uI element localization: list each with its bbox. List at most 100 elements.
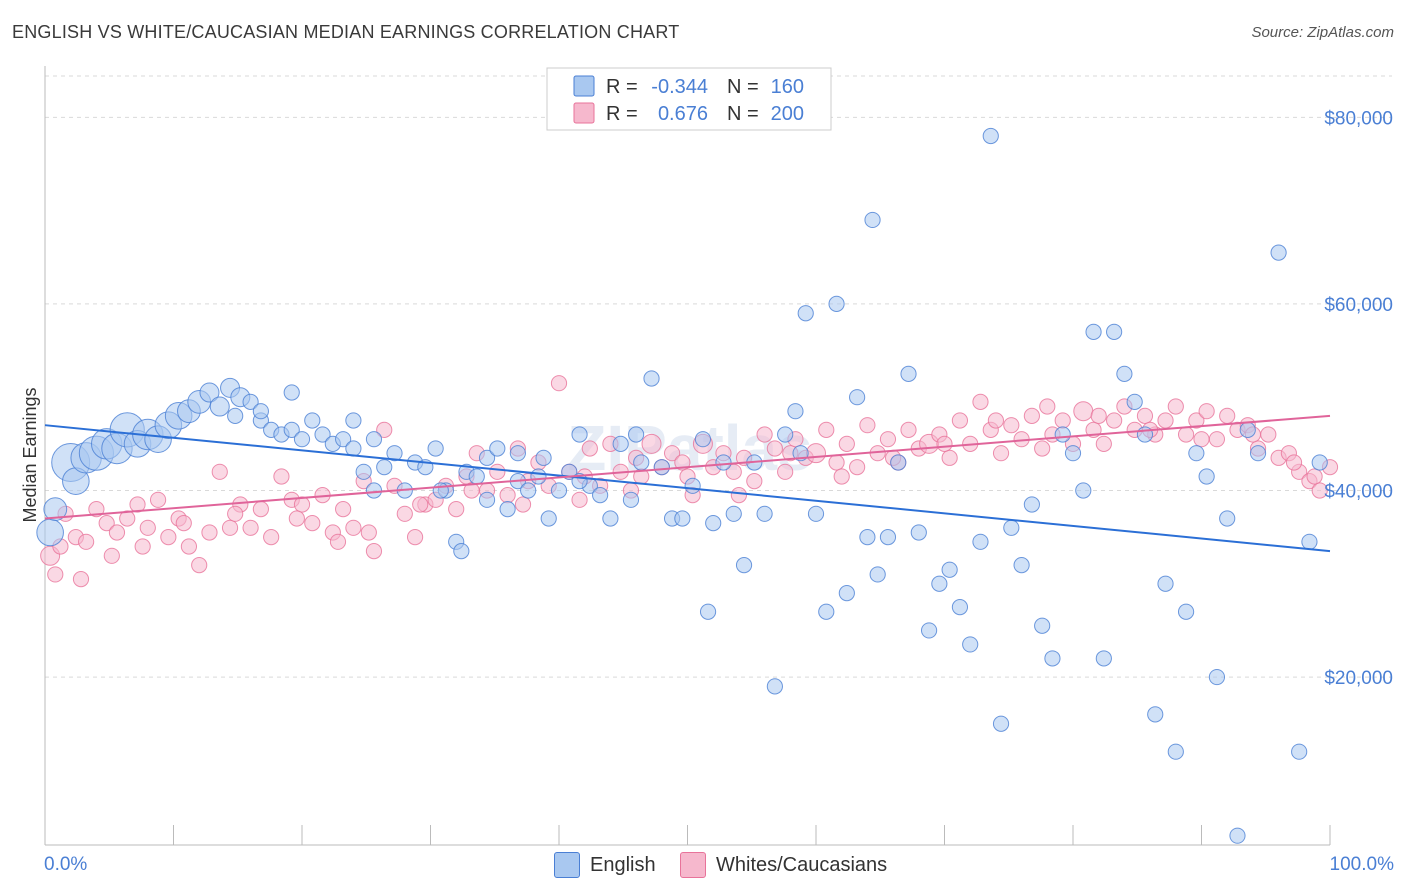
data-point xyxy=(879,431,897,448)
y-tick-label: $60,000 xyxy=(1324,295,1393,316)
data-point xyxy=(499,487,516,504)
data-point xyxy=(571,491,588,508)
data-point xyxy=(499,501,516,518)
data-point xyxy=(1167,743,1184,760)
data-point xyxy=(1054,426,1071,443)
data-point xyxy=(879,529,897,546)
data-point xyxy=(1229,827,1246,844)
data-point xyxy=(468,468,485,485)
data-point xyxy=(252,501,269,518)
data-point xyxy=(47,566,64,583)
y-tick-label: $40,000 xyxy=(1324,481,1393,502)
data-point xyxy=(427,440,444,457)
data-point xyxy=(962,636,979,653)
data-point xyxy=(890,454,907,471)
data-point xyxy=(1023,407,1040,424)
x-tick-label-max: 100.0% xyxy=(1330,854,1395,875)
grid-lines xyxy=(45,75,1392,678)
data-point xyxy=(756,505,773,522)
axes xyxy=(44,66,1331,846)
data-point xyxy=(766,678,783,695)
data-point xyxy=(365,482,383,499)
data-point xyxy=(412,496,429,513)
data-point xyxy=(1034,440,1051,457)
data-point xyxy=(643,370,660,387)
data-point xyxy=(833,468,850,485)
data-point xyxy=(777,426,794,443)
data-point xyxy=(478,449,496,466)
data-point xyxy=(581,440,598,457)
data-point xyxy=(641,433,662,454)
data-point xyxy=(1147,706,1164,723)
x-tick-labels: 0.0% 100.0% xyxy=(44,854,1394,875)
legend-n-label: N = xyxy=(727,103,759,125)
data-point xyxy=(335,501,352,518)
data-point xyxy=(304,412,321,429)
data-point xyxy=(1013,557,1030,574)
y-axis-label: Median Earnings xyxy=(20,387,40,522)
data-point xyxy=(838,585,855,602)
data-point xyxy=(910,524,927,541)
legend-n-value: 160 xyxy=(771,76,804,98)
data-point xyxy=(951,599,969,616)
data-point xyxy=(252,403,269,420)
data-point xyxy=(972,393,989,410)
data-point xyxy=(119,510,136,527)
data-point xyxy=(489,463,506,480)
data-point xyxy=(242,519,259,536)
data-point xyxy=(448,501,465,518)
data-point xyxy=(242,393,259,410)
data-point xyxy=(684,477,701,494)
data-point xyxy=(1219,407,1236,424)
data-point xyxy=(1085,323,1102,340)
data-point xyxy=(1188,445,1205,462)
data-point xyxy=(592,487,609,504)
data-point xyxy=(982,127,999,145)
data-point xyxy=(1219,510,1236,527)
legend-r-value: 0.676 xyxy=(658,103,708,125)
data-point xyxy=(453,543,470,560)
data-point xyxy=(1270,244,1287,261)
data-point xyxy=(715,454,732,471)
data-point xyxy=(365,543,383,560)
data-point xyxy=(221,519,239,536)
data-point xyxy=(735,557,753,574)
x-tick-label-min: 0.0% xyxy=(44,854,87,875)
legend-swatch-pink xyxy=(680,852,706,878)
data-point xyxy=(920,622,938,639)
data-point xyxy=(345,412,362,429)
data-point xyxy=(1136,407,1154,424)
data-point xyxy=(1003,417,1020,434)
data-point xyxy=(227,407,244,424)
data-point xyxy=(900,365,917,382)
data-point xyxy=(838,435,855,452)
top-legend: R = -0.344 N = 160 R = 0.676 N = 200 xyxy=(546,67,832,131)
bottom-legend: English Whites/Caucasians xyxy=(0,850,1406,880)
data-point xyxy=(1306,468,1323,485)
data-point xyxy=(1044,650,1061,667)
data-point xyxy=(674,510,691,527)
data-point xyxy=(283,384,300,401)
data-point xyxy=(1188,412,1205,429)
data-point xyxy=(376,421,393,438)
data-point xyxy=(72,571,90,588)
data-point xyxy=(987,412,1005,429)
data-point xyxy=(766,440,783,457)
trend-line-english xyxy=(44,424,1331,553)
legend-r-value: -0.344 xyxy=(651,76,708,98)
data-point xyxy=(1090,407,1107,424)
data-point xyxy=(149,491,167,508)
data-point xyxy=(134,538,151,555)
data-point xyxy=(520,482,537,499)
data-point xyxy=(859,417,876,434)
trend-line-whites xyxy=(44,414,1331,520)
data-point xyxy=(1095,650,1112,667)
data-point xyxy=(849,459,866,476)
data-point xyxy=(1193,431,1210,448)
data-point xyxy=(1106,412,1123,429)
data-point xyxy=(139,519,156,536)
data-point xyxy=(509,445,526,462)
data-point xyxy=(98,515,115,532)
y-tick-label: $20,000 xyxy=(1324,668,1393,689)
